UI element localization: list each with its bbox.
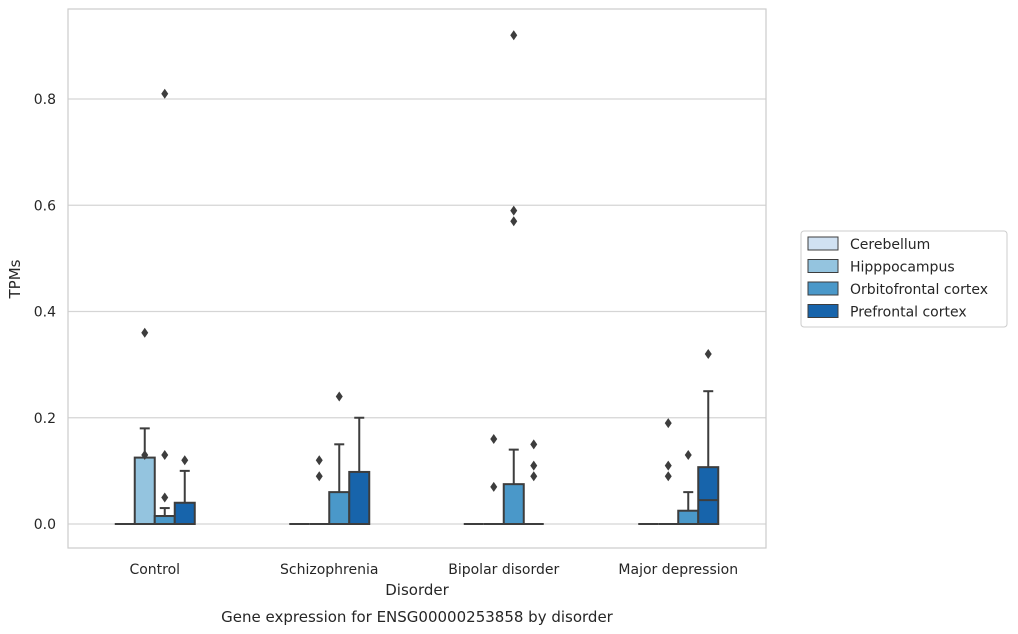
box-hipppocampus — [133, 427, 156, 525]
box-orbitofrontal-cortex — [153, 507, 176, 525]
box-body — [677, 509, 700, 525]
legend: Cerebellum Hipppocampus Orbitofrontal cort… — [800, 230, 1008, 328]
legend-swatch — [807, 259, 839, 273]
box-series — [114, 390, 720, 525]
box-orbitofrontal-cortex — [677, 491, 700, 525]
outlier-point — [684, 449, 692, 460]
legend-label: Prefrontal cortex — [850, 305, 967, 321]
outlier-point — [141, 449, 149, 460]
outlier-point — [664, 460, 672, 471]
plot-frame — [67, 8, 767, 549]
legend-label: Orbitofrontal cortex — [850, 282, 988, 298]
outlier-point — [704, 349, 712, 359]
outlier-point — [664, 418, 672, 429]
x-tick-label: Major depression — [618, 562, 738, 578]
y-axis-label: TPMs — [6, 259, 24, 299]
box-body — [348, 470, 371, 525]
outlier-point — [490, 481, 498, 492]
box-prefrontal-cortex — [697, 390, 720, 525]
y-tick-label: 0.8 — [34, 92, 56, 108]
outlier-point — [510, 205, 518, 216]
box-body — [328, 491, 351, 525]
legend-swatch — [807, 281, 839, 296]
box-prefrontal-cortex — [173, 469, 196, 525]
box-body — [173, 501, 196, 525]
y-tick-label: 0.4 — [34, 305, 56, 321]
outlier-points — [141, 30, 712, 503]
outlier-point — [315, 471, 323, 482]
grid-lines — [68, 98, 766, 525]
legend-frame — [800, 230, 1008, 328]
legend-label: Hipppocampus — [850, 260, 955, 276]
outlier-point — [141, 327, 149, 338]
box-body — [697, 466, 720, 525]
outlier-point — [161, 492, 169, 503]
x-axis-ticks: Control Schizophrenia Bipolar disorder Majo… — [129, 562, 738, 578]
outlier-point — [161, 449, 169, 460]
box-prefrontal-cortex — [348, 416, 371, 525]
outlier-point — [530, 439, 538, 450]
outlier-point — [510, 30, 518, 41]
outlier-point — [181, 455, 189, 466]
box-orbitofrontal-cortex — [328, 443, 351, 525]
box-body — [153, 515, 176, 525]
outlier-point — [335, 391, 343, 402]
outlier-point — [490, 434, 498, 444]
x-tick-label: Bipolar disorder — [448, 562, 559, 578]
legend-label: Cerebellum — [850, 237, 930, 253]
outlier-point — [315, 455, 323, 466]
x-axis-label: Disorder — [385, 581, 449, 599]
y-tick-label: 0.6 — [34, 198, 56, 214]
legend-swatch — [807, 236, 839, 251]
box-body — [133, 456, 156, 525]
box-orbitofrontal-cortex — [502, 448, 525, 525]
y-tick-label: 0.2 — [34, 411, 56, 427]
outlier-point — [510, 216, 518, 227]
y-tick-label: 0.0 — [34, 517, 56, 533]
box-body — [502, 483, 525, 525]
x-tick-label: Schizophrenia — [280, 562, 378, 578]
outlier-point — [664, 471, 672, 482]
outlier-point — [530, 471, 538, 482]
x-tick-label: Control — [129, 562, 180, 578]
legend-swatch — [807, 304, 839, 318]
y-axis-ticks: 0.0 0.2 0.4 0.6 0.8 — [34, 92, 56, 533]
chart-caption: Gene expression for ENSG00000253858 by d… — [221, 608, 614, 626]
outlier-point — [161, 88, 169, 99]
outlier-point — [530, 460, 538, 471]
